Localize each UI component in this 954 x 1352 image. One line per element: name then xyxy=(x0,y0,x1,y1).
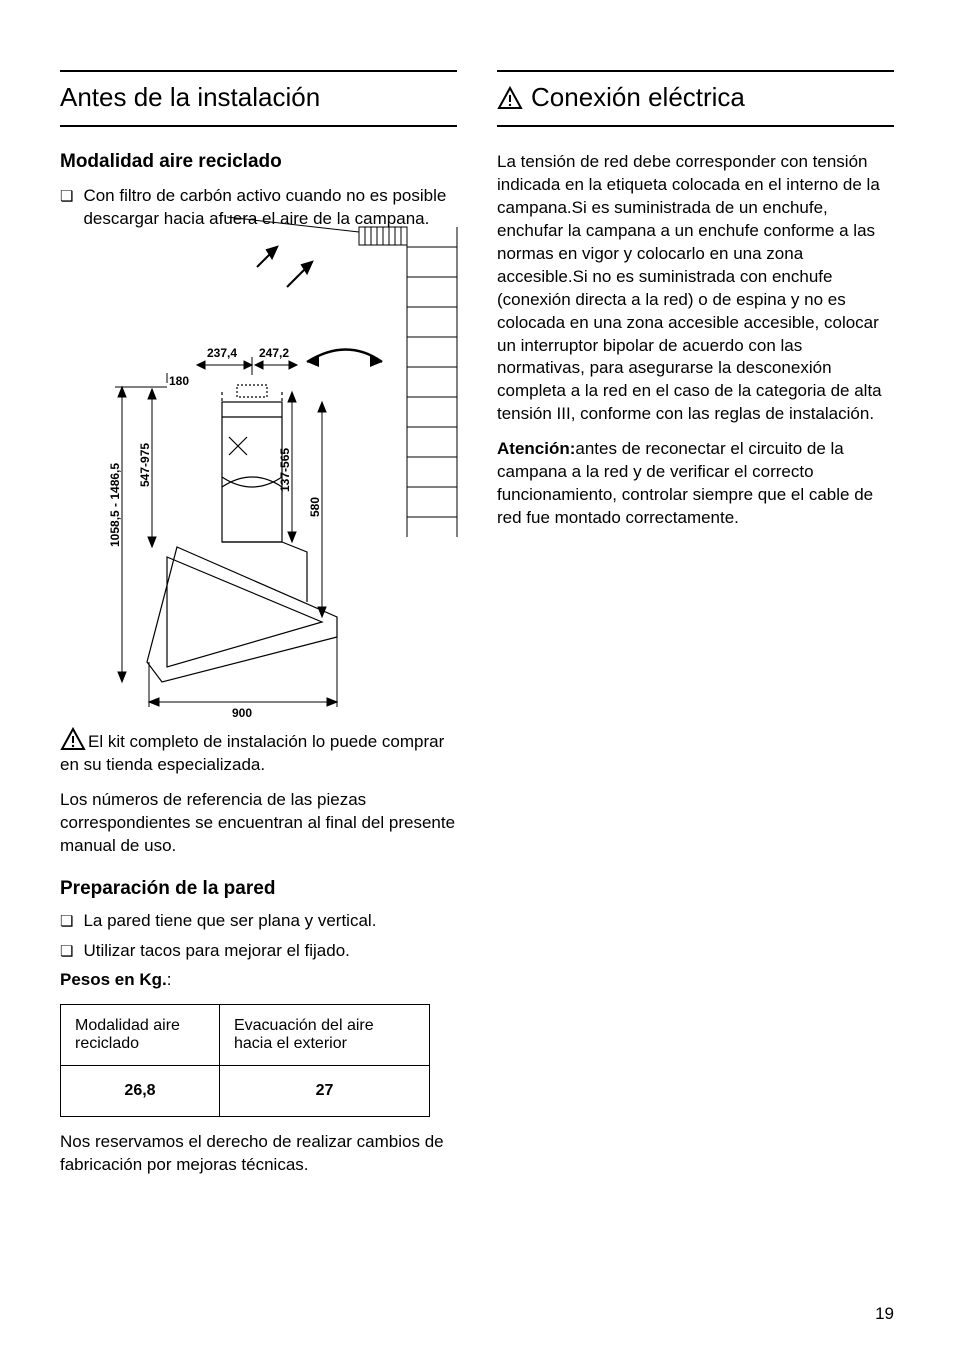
dim-237: 237,4 xyxy=(207,346,237,360)
subheading-pared: Preparación de la pared xyxy=(60,878,457,900)
kit-warning-text: El kit completo de instalación lo puede … xyxy=(60,732,444,774)
bullet-mark-icon: ❏ xyxy=(60,940,73,964)
disclaimer-para: Nos reservamos el derecho de realizar ca… xyxy=(60,1131,457,1177)
table-row: Modalidad aire reciclado Evacuación del … xyxy=(61,1004,430,1065)
weights-label-bold: Pesos en Kg. xyxy=(60,970,167,989)
weights-label-colon: : xyxy=(167,970,172,989)
dim-547: 547-975 xyxy=(138,443,152,487)
warning-icon xyxy=(497,86,523,110)
cell-weight-2: 27 xyxy=(219,1065,429,1116)
subheading-modalidad: Modalidad aire reciclado xyxy=(60,151,457,173)
left-title: Antes de la instalación xyxy=(60,70,457,127)
cell-mode-exterior: Evacuación del aire hacia el exterior xyxy=(219,1004,429,1065)
bullet-wall-flat: ❏ La pared tiene que ser plana y vertica… xyxy=(60,910,457,934)
ref-numbers-para: Los números de referencia de las piezas … xyxy=(60,789,457,858)
dim-137: 137-565 xyxy=(278,448,292,492)
technical-diagram: 237,4 247,2 180 1058,5 - 1486,5 547-975 … xyxy=(60,207,457,727)
cell-mode-recycled: Modalidad aire reciclado xyxy=(61,1004,220,1065)
right-column: Conexión eléctrica La tensión de red deb… xyxy=(497,70,894,1188)
electrical-para1: La tensión de red debe corresponder con … xyxy=(497,151,894,426)
bullet-wall-flat-text: La pared tiene que ser plana y vertical. xyxy=(83,910,457,933)
dim-247: 247,2 xyxy=(259,346,289,360)
warning-icon xyxy=(60,727,86,751)
kit-warning: El kit completo de instalación lo puede … xyxy=(60,727,457,777)
dim-1058: 1058,5 - 1486,5 xyxy=(108,462,122,546)
weights-label: Pesos en Kg.: xyxy=(60,970,457,990)
bullet-tacos-text: Utilizar tacos para mejorar el fijado. xyxy=(83,940,457,963)
table-row: 26,8 27 xyxy=(61,1065,430,1116)
weights-table: Modalidad aire reciclado Evacuación del … xyxy=(60,1004,430,1117)
dim-180: 180 xyxy=(169,374,189,388)
bullet-mark-icon: ❏ xyxy=(60,185,73,209)
left-column: Antes de la instalación Modalidad aire r… xyxy=(60,70,457,1188)
dim-900: 900 xyxy=(232,706,252,720)
page-number: 19 xyxy=(875,1304,894,1324)
dim-580: 580 xyxy=(308,497,322,517)
atencion-label: Atención: xyxy=(497,439,575,458)
left-title-text: Antes de la instalación xyxy=(60,82,320,113)
hood-diagram-svg: 237,4 247,2 180 1058,5 - 1486,5 547-975 … xyxy=(107,207,467,727)
bullet-tacos: ❏ Utilizar tacos para mejorar el fijado. xyxy=(60,940,457,964)
bullet-mark-icon: ❏ xyxy=(60,910,73,934)
cell-weight-1: 26,8 xyxy=(61,1065,220,1116)
right-title-text: Conexión eléctrica xyxy=(531,82,745,113)
electrical-para2: Atención:antes de reconectar el circuito… xyxy=(497,438,894,530)
right-title: Conexión eléctrica xyxy=(497,70,894,127)
